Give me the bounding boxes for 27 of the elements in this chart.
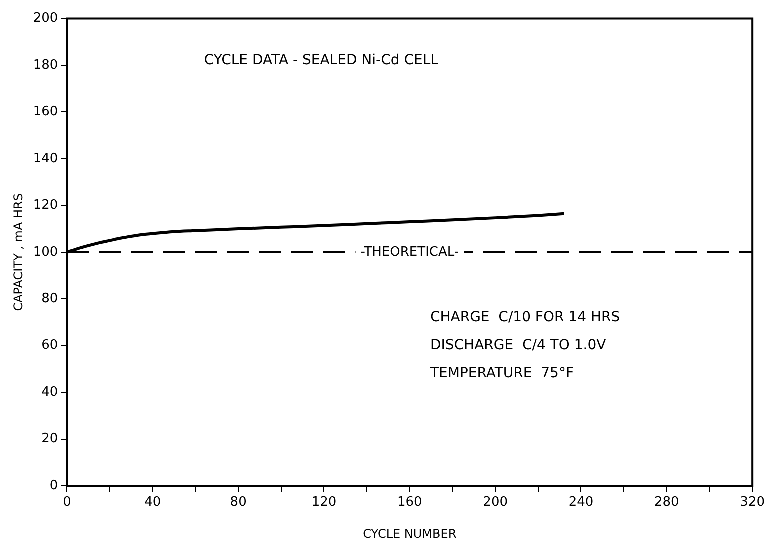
y-tick-label: 0 xyxy=(50,478,58,494)
y-tick-label: 200 xyxy=(33,11,58,26)
x-tick-label: 240 xyxy=(568,495,594,510)
annotation: CHARGE C/10 FOR 14 HRS xyxy=(430,309,620,326)
x-tick-label: 200 xyxy=(483,495,508,510)
x-tick-label: 0 xyxy=(63,495,72,510)
y-axis-title: CAPACITY , mA HRS xyxy=(11,194,26,312)
ref-line-label: -THEORETICAL- xyxy=(360,244,460,260)
x-tick-label: 80 xyxy=(230,495,247,510)
x-axis-title: CYCLE NUMBER xyxy=(363,526,457,541)
text: CYCLE DATA - SEALED Ni-Cd CELL xyxy=(204,52,439,68)
x-tick-label: 40 xyxy=(144,495,162,510)
annotation: TEMPERATURE 75°F xyxy=(429,366,574,382)
y-tick-label: 100 xyxy=(33,244,58,260)
x-tick-label: 120 xyxy=(312,495,337,510)
annotation: DISCHARGE C/4 TO 1.0V xyxy=(430,337,607,354)
y-tick-label: 120 xyxy=(33,198,58,214)
y-tick-label: 140 xyxy=(33,151,58,166)
y-tick-label: 60 xyxy=(42,338,58,354)
y-tick-label: 20 xyxy=(42,432,58,447)
x-tick-label: 320 xyxy=(740,495,766,510)
x-tick-label: 280 xyxy=(654,495,680,510)
y-tick-label: 80 xyxy=(42,291,58,306)
y-tick-label: 40 xyxy=(42,384,58,400)
y-tick-label: 180 xyxy=(33,58,58,73)
y-tick-label: 160 xyxy=(33,104,58,120)
x-tick-label: 160 xyxy=(397,495,422,510)
